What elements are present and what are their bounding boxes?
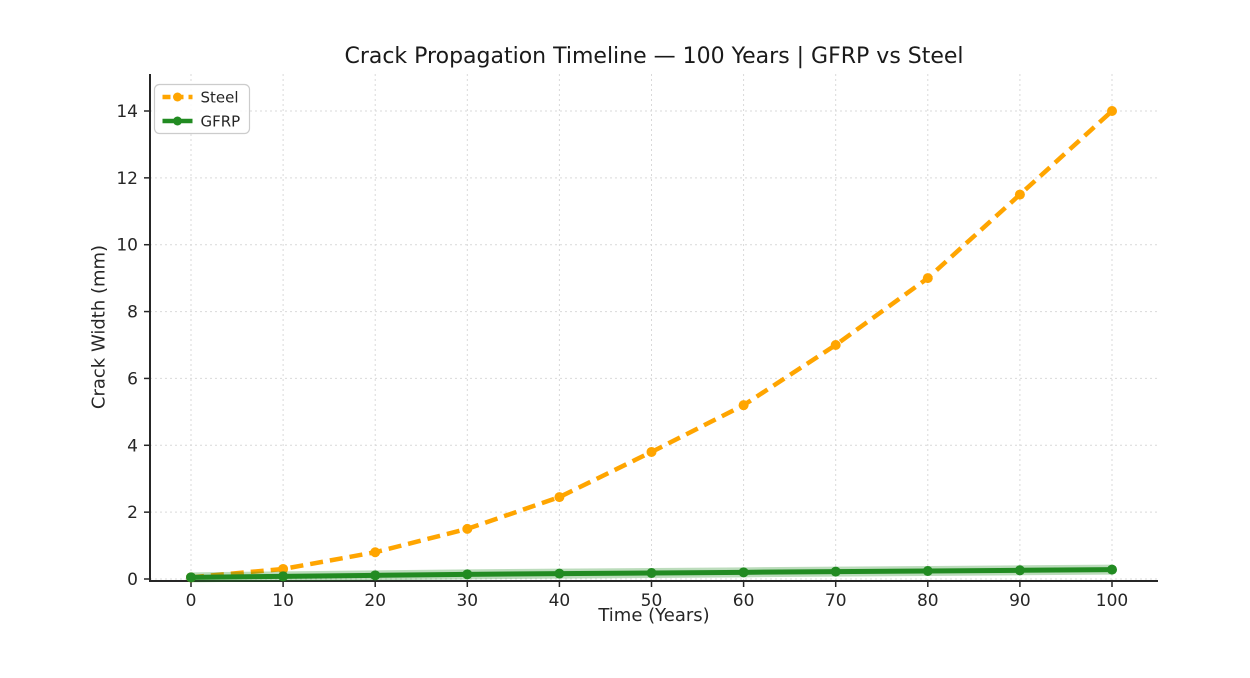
y-tick-label: 2 (127, 503, 138, 523)
gfrp-marker (1107, 564, 1117, 575)
x-tick-label: 100 (1096, 591, 1128, 611)
gfrp-marker (186, 572, 196, 583)
gfrp-marker (278, 571, 289, 582)
x-tick-label: 70 (825, 591, 847, 611)
steel-marker (554, 492, 565, 503)
x-tick-label: 10 (272, 591, 294, 611)
steel-marker (1107, 106, 1117, 116)
gfrp-marker (1014, 565, 1025, 576)
steel-marker (1014, 189, 1025, 200)
gfrp-marker (646, 567, 657, 578)
steel-marker (462, 523, 473, 534)
legend-sample-marker-steel (173, 92, 182, 102)
gfrp-marker (554, 568, 565, 579)
x-tick-label: 40 (549, 591, 571, 611)
steel-marker (646, 446, 657, 457)
gfrp-marker (830, 566, 841, 577)
gfrp-marker (738, 567, 749, 578)
x-axis-label: Time (Years) (598, 605, 710, 626)
steel-marker (830, 340, 841, 350)
legend-label-gfrp: GFRP (201, 113, 241, 131)
x-tick-label: 30 (456, 591, 478, 611)
legend-sample-marker-gfrp (173, 116, 182, 126)
y-tick-label: 4 (127, 436, 138, 456)
steel-marker (278, 563, 289, 574)
steel-marker (370, 547, 381, 558)
gfrp-marker (922, 565, 933, 576)
x-tick-label: 90 (1009, 591, 1031, 611)
y-tick-label: 6 (127, 369, 138, 389)
legend-label-steel: Steel (201, 89, 239, 107)
steel-marker (738, 400, 749, 411)
x-tick-label: 50 (641, 591, 663, 611)
y-tick-label: 12 (116, 169, 138, 189)
x-tick-label: 0 (186, 591, 197, 611)
gfrp-marker (370, 570, 381, 581)
chart-title: Crack Propagation Timeline — 100 Years |… (344, 44, 964, 69)
y-axis-label: Crack Width (mm) (88, 244, 110, 410)
y-tick-label: 8 (127, 303, 138, 323)
y-tick-label: 10 (116, 236, 138, 256)
gfrp-marker (462, 569, 473, 580)
y-tick-label: 0 (127, 570, 138, 590)
steel-marker (922, 273, 933, 284)
y-tick-label: 14 (116, 102, 138, 122)
x-tick-label: 20 (364, 591, 386, 611)
x-tick-label: 80 (917, 591, 939, 611)
x-tick-label: 60 (733, 591, 755, 611)
